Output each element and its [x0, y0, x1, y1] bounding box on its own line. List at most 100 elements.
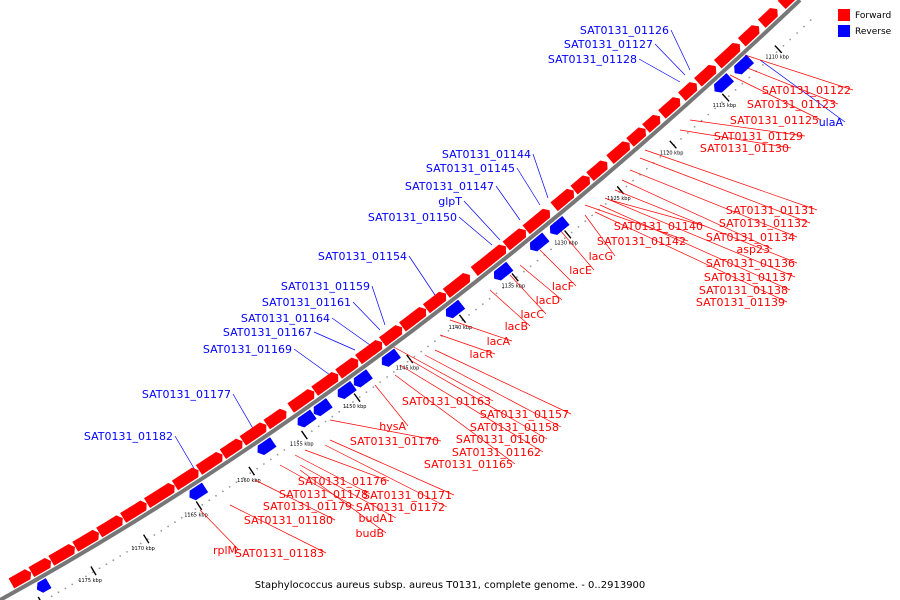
- forward-gene-label: SAT0131_01165: [424, 458, 513, 471]
- tick-mark: [669, 140, 677, 149]
- forward-gene-label: SAT0131_01157: [480, 408, 569, 421]
- forward-gene-label: SAT0131_01140: [614, 220, 703, 233]
- guide-dot: [502, 287, 505, 289]
- forward-gene-label: budA1: [359, 512, 394, 525]
- guide-dot: [468, 314, 470, 316]
- guide-dot: [242, 476, 245, 479]
- guide-dot: [659, 156, 662, 158]
- guide-dot: [194, 508, 197, 510]
- forward-gene-arrow: [606, 141, 630, 165]
- reverse-gene-label: SAT0131_01150: [368, 211, 457, 224]
- reverse-gene-arrow: [189, 482, 209, 501]
- reverse-gene-label: SAT0131_01147: [405, 180, 494, 193]
- tick-label: 1135 kbp: [501, 283, 525, 289]
- leader-line: [584, 214, 616, 257]
- leader-line: [439, 334, 496, 355]
- guide-dot: [386, 376, 388, 378]
- forward-gene-arrow: [143, 482, 175, 509]
- leader-line: [654, 43, 686, 76]
- forward-gene-label: SAT0131_01178: [279, 488, 368, 501]
- forward-gene-arrow: [586, 160, 608, 182]
- forward-gene-label: SAT0131_01160: [456, 433, 545, 446]
- tick-mark: [195, 501, 203, 511]
- reverse-gene-label: SAT0131_01159: [281, 280, 370, 293]
- forward-gene-label: budB: [356, 527, 384, 540]
- guide-dot: [317, 425, 320, 428]
- tick-mark: [511, 272, 519, 282]
- guide-dot: [721, 101, 723, 104]
- reverse-gene-label: SAT0131_01145: [426, 162, 515, 175]
- reverse-gene-arrow: [445, 299, 466, 319]
- guide-dot: [475, 308, 477, 311]
- tick-label: 1160 kbp: [237, 478, 261, 484]
- tick-mark: [353, 393, 361, 403]
- reverse-gene-arrow: [297, 409, 317, 428]
- guide-dot: [427, 345, 429, 348]
- tick-label: 1115 kbp: [713, 103, 737, 109]
- guide-dot: [228, 486, 231, 488]
- leader-line: [199, 509, 240, 551]
- forward-gene-label: rplM: [213, 544, 237, 557]
- leader-line: [679, 129, 792, 149]
- forward-gene-label: SAT0131_01125: [730, 114, 819, 127]
- leader-line: [399, 364, 544, 453]
- forward-gene-arrow: [171, 467, 199, 491]
- guide-dot: [126, 551, 128, 553]
- forward-gene-label: SAT0131_01176: [298, 475, 387, 488]
- reverse-gene-label: SAT0131_01167: [223, 326, 312, 339]
- reverse-gene-arrow: [734, 54, 755, 75]
- guide-dot: [734, 89, 737, 91]
- guide-dot: [707, 113, 710, 116]
- forward-gene-arrow: [355, 340, 383, 365]
- leader-line: [299, 464, 397, 519]
- leader-line: [614, 189, 798, 264]
- legend-reverse-label: Reverse: [855, 27, 892, 37]
- forward-gene-arrow: [522, 208, 551, 235]
- legend-forward-label: Forward: [855, 11, 891, 21]
- leader-line: [458, 216, 493, 246]
- leader-line: [174, 435, 196, 471]
- guide-dot: [338, 410, 341, 413]
- guide-dot: [536, 259, 539, 262]
- guide-dot: [331, 415, 334, 418]
- guide-dot: [700, 119, 703, 122]
- leader-line: [609, 199, 706, 227]
- guide-dot: [112, 559, 115, 562]
- leader-line: [509, 274, 547, 315]
- guide-dot: [762, 64, 764, 66]
- guide-dot: [201, 503, 204, 506]
- guide-dot: [666, 150, 669, 152]
- guide-dot: [283, 449, 286, 451]
- tick-label: 1110 kbp: [765, 55, 789, 61]
- reverse-gene-arrow: [549, 215, 570, 235]
- forward-gene-label: lacA: [487, 335, 511, 348]
- forward-gene-arrow: [777, 0, 796, 10]
- tick-mark: [458, 314, 467, 324]
- forward-gene-label: lacF: [552, 280, 574, 293]
- guide-dot: [809, 19, 812, 21]
- forward-gene-label: SAT0131_01138: [699, 284, 788, 297]
- forward-gene-label: hysA: [379, 420, 406, 433]
- tick-label: 1150 kbp: [343, 404, 367, 410]
- leader-line: [638, 58, 681, 83]
- leader-line: [254, 479, 336, 521]
- leader-line: [313, 331, 356, 351]
- forward-gene-arrow: [642, 114, 661, 133]
- forward-gene-arrow: [287, 389, 315, 413]
- guide-dot: [550, 248, 552, 251]
- leader-line: [621, 179, 773, 250]
- leader-line: [759, 59, 846, 123]
- reverse-gene-arrow: [714, 72, 735, 93]
- forward-gene-label: asp23: [737, 243, 770, 256]
- guide-dot: [768, 57, 771, 60]
- leader-line: [449, 319, 513, 342]
- legend-forward-swatch: [838, 9, 850, 21]
- guide-dot: [420, 350, 423, 353]
- forward-gene-label: SAT0131_01137: [704, 271, 793, 284]
- leader-line: [329, 419, 442, 442]
- forward-gene-label: lacD: [536, 294, 560, 307]
- leader-line: [629, 169, 798, 238]
- forward-gene-label: lacR: [470, 348, 494, 361]
